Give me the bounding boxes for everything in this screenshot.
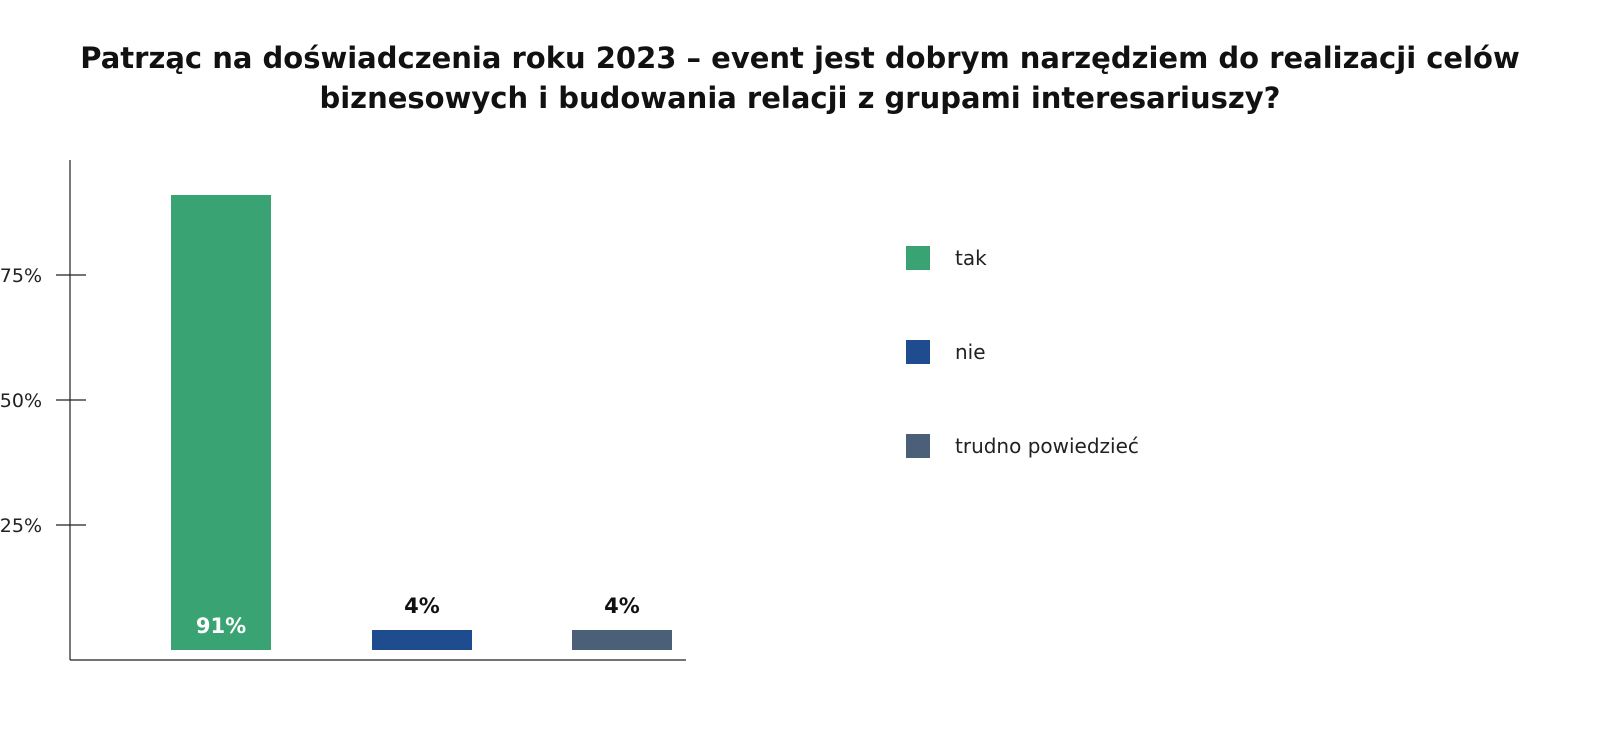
chart-title-line-2: biznesowych i budowania relacji z grupam… (319, 81, 1281, 115)
data-label-0: 91% (196, 614, 246, 638)
y-tick-label: 25% (0, 515, 42, 537)
legend-swatch-0 (906, 246, 930, 270)
data-label-1: 4% (404, 594, 440, 618)
legend-swatch-2 (906, 434, 930, 458)
chart-legend: tak nie trudno powiedzieć (906, 246, 1139, 458)
bar-2 (572, 630, 672, 650)
bar-0 (171, 195, 271, 650)
legend-label-1: nie (955, 340, 986, 364)
y-tick-label: 50% (0, 390, 42, 412)
legend-swatch-1 (906, 340, 930, 364)
chart-title-line-1: Patrząc na doświadczenia roku 2023 – eve… (80, 41, 1520, 75)
chart-axes: 25% 50% 75% (0, 160, 686, 661)
legend-label-0: tak (955, 246, 987, 270)
data-label-2: 4% (604, 594, 640, 618)
bar-1 (372, 630, 472, 650)
legend-label-2: trudno powiedzieć (955, 434, 1139, 458)
chart-bars: 91% 4% 4% (171, 195, 672, 650)
y-tick-label: 75% (0, 265, 42, 287)
chart-title: Patrząc na doświadczenia roku 2023 – eve… (0, 38, 1600, 118)
